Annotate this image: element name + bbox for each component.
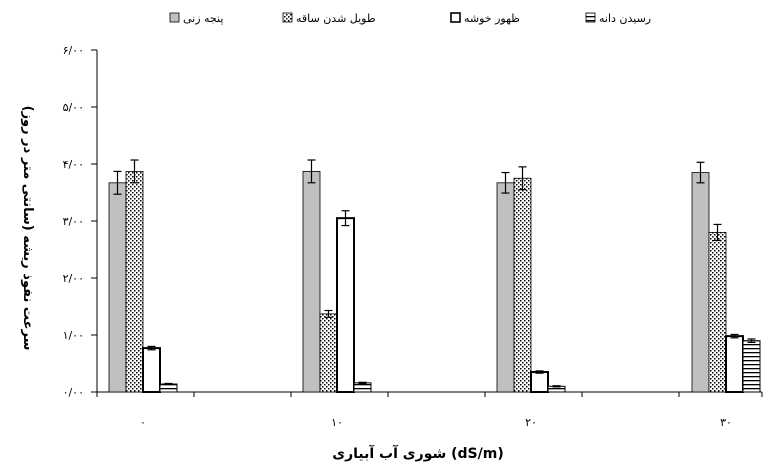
- y-tick-label: ۳/۰۰: [63, 215, 84, 228]
- bar: [353, 382, 372, 393]
- y-tick-label: ۵/۰۰: [63, 101, 84, 114]
- x-tick-group: ۰ ۱۰ ۲۰ ۳۰: [96, 392, 763, 429]
- error-bar: [747, 338, 756, 344]
- legend-label: ظهور خوشه: [464, 12, 520, 25]
- error-bar: [113, 170, 122, 195]
- chart-axes: [96, 50, 762, 393]
- error-bar: [518, 166, 527, 191]
- bar-group: [108, 171, 761, 394]
- legend-swatch: [585, 12, 596, 23]
- bar: [319, 313, 338, 393]
- error-bar: [164, 382, 173, 386]
- x-axis-title: شوری آب آبیاری (dS/m): [332, 444, 503, 462]
- legend-swatch: [282, 12, 293, 23]
- error-bar: [501, 171, 510, 194]
- y-tick-label: ۶/۰۰: [63, 44, 84, 57]
- error-bar: [324, 309, 333, 318]
- bar: [159, 383, 178, 393]
- bar: [742, 340, 761, 393]
- bar: [142, 347, 161, 393]
- y-tick-label: ۴/۰۰: [63, 158, 84, 171]
- x-tick-label: ۳۰: [720, 416, 732, 429]
- error-bar: [552, 385, 561, 388]
- bar: [496, 182, 515, 393]
- error-bar: [696, 161, 705, 184]
- bar: [513, 177, 532, 393]
- legend-item: رسیدن دانه: [585, 12, 651, 25]
- bar: [691, 172, 710, 393]
- bar: [725, 335, 744, 394]
- x-tick-label: ۱۰: [331, 416, 343, 429]
- error-bar: [307, 159, 316, 184]
- y-tick-label: ۰/۰۰: [63, 386, 84, 399]
- y-tick-group: ۰/۰۰ ۱/۰۰ ۲/۰۰ ۳/۰۰ ۴/۰۰ ۵/۰۰ ۶/۰۰: [63, 44, 97, 399]
- error-bar: [535, 370, 544, 374]
- error-bar: [147, 345, 156, 351]
- error-bar: [358, 381, 367, 385]
- legend-label: پنجه زنی: [183, 12, 223, 25]
- legend-item: ظهور خوشه: [450, 12, 520, 25]
- y-tick-label: ۱/۰۰: [63, 329, 84, 342]
- legend-swatch: [450, 12, 461, 23]
- bar: [108, 182, 127, 393]
- bar: [125, 171, 144, 393]
- chart-legend: پنجه زنی طویل شدن ساقه ظهور خوشه رسیدن دانه: [169, 12, 651, 25]
- y-tick-label: ۲/۰۰: [63, 272, 84, 285]
- legend-item: پنجه زنی: [169, 12, 223, 25]
- bar: [336, 217, 355, 393]
- error-bar: [713, 223, 722, 241]
- x-tick-label: ۲۰: [525, 416, 537, 429]
- legend-item: طویل شدن ساقه: [282, 12, 376, 25]
- x-tick-label: ۰: [140, 416, 146, 429]
- error-bar: [130, 159, 139, 184]
- legend-swatch: [169, 12, 180, 23]
- error-bar-group: [113, 159, 756, 388]
- error-bar: [341, 210, 350, 227]
- legend-label: رسیدن دانه: [599, 12, 651, 25]
- legend-label: طویل شدن ساقه: [296, 12, 376, 25]
- error-bar: [730, 333, 739, 339]
- bar: [302, 171, 321, 393]
- bar: [708, 231, 727, 393]
- y-axis-title: سرعت نفوذ ریشه (سانتی متر در روز): [20, 106, 35, 351]
- bar: [530, 371, 549, 393]
